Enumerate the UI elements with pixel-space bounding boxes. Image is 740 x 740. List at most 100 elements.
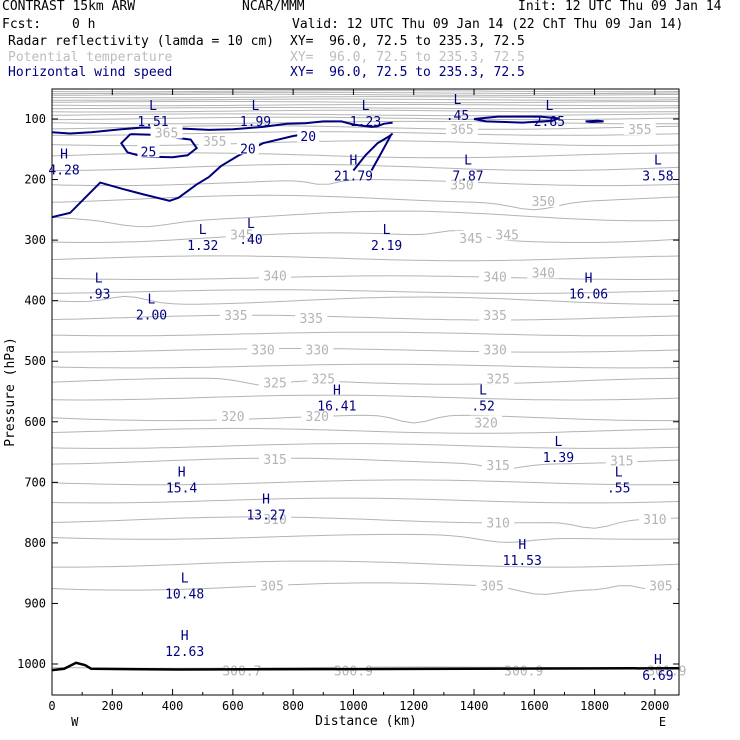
y-tick-label: 100 <box>24 112 46 126</box>
wind-extremum-marker: H <box>350 153 358 168</box>
theta-label-bg <box>259 451 292 465</box>
theta-contour <box>52 443 679 449</box>
theta-label-bg <box>650 663 683 677</box>
theta-contour <box>52 116 679 121</box>
y-tick-label: 1000 <box>17 657 46 671</box>
theta-contour-label: 325 <box>263 377 286 392</box>
terrain-line <box>52 661 679 672</box>
theta-contour <box>52 516 679 529</box>
theta-contour-label: 305 <box>260 579 283 594</box>
wind-extremum-value: 10.48 <box>165 587 204 602</box>
theta-contour <box>52 107 679 110</box>
theta-label-bg <box>295 310 328 324</box>
wind-extremum-marker: L <box>383 223 391 238</box>
theta-label-bg <box>644 578 677 592</box>
theta-contour <box>52 210 679 228</box>
theta-contour <box>52 91 679 95</box>
theta-contour <box>52 414 679 424</box>
wind-speed-contour <box>585 119 604 124</box>
wind-contour-label: 25 <box>141 145 157 160</box>
wind-extremum-value: 1.99 <box>240 115 271 130</box>
wind-extremum-marker: L <box>148 293 156 308</box>
theta-contour-label: 325 <box>312 372 335 387</box>
theta-contour <box>52 93 679 96</box>
wind-extremum-marker: L <box>555 435 563 450</box>
wind-extremum-value: .55 <box>607 481 630 496</box>
x-tick-label: 1400 <box>460 699 489 713</box>
field-wind-xy: XY= 96.0, 72.5 to 235.3, 72.5 <box>290 65 525 80</box>
field-reflectivity-xy: XY= 96.0, 72.5 to 235.3, 72.5 <box>290 34 525 49</box>
wind-extremum-value: .93 <box>87 288 110 303</box>
wind-extremum-value: 1.51 <box>137 115 168 130</box>
x-tick-label: 2000 <box>640 699 669 713</box>
theta-label-bg <box>256 578 289 592</box>
theta-contour-label: 345 <box>230 228 253 243</box>
wind-speed-contour <box>473 115 559 124</box>
wind-extremum-value: 16.06 <box>569 288 608 303</box>
x-axis-label: Distance (km) <box>315 714 417 729</box>
theta-label-bg <box>482 457 515 471</box>
theta-contour-label: 310 <box>643 513 666 528</box>
theta-contour-label: 350 <box>450 179 473 194</box>
wind-extremum-marker: L <box>362 99 370 114</box>
theta-contour-label: 310 <box>486 517 509 532</box>
wind-extremum-marker: H <box>585 272 593 287</box>
theta-label-bg <box>445 177 478 191</box>
wind-extremum-value: 1.23 <box>350 115 381 130</box>
wind-extremum-marker: H <box>333 384 341 399</box>
wind-extremum-value: 7.87 <box>452 169 483 184</box>
wind-extremum-value: 1.32 <box>187 239 218 254</box>
theta-contour <box>52 275 679 280</box>
theta-contour <box>52 348 679 353</box>
theta-contour <box>52 255 679 262</box>
theta-contour <box>52 98 679 101</box>
theta-contour <box>52 109 679 113</box>
wind-extremum-marker: L <box>247 217 255 232</box>
y-tick-label: 200 <box>24 173 46 187</box>
wind-speed-contour <box>370 134 392 171</box>
theta-contour-label: 300.9 <box>334 664 373 679</box>
theta-contour-label: 355 <box>628 123 651 138</box>
theta-contour <box>52 179 679 187</box>
theta-label-bg <box>225 227 258 241</box>
theta-label-bg <box>247 342 280 356</box>
field-reflectivity-name: Radar reflectivity (lamda = 10 cm) <box>8 34 275 49</box>
theta-label-bg <box>527 265 560 279</box>
x-tick-label: 1200 <box>399 699 428 713</box>
theta-contour-label: 340 <box>483 271 506 286</box>
theta-contour-label: 320 <box>474 417 497 432</box>
wind-label-bg <box>297 129 320 143</box>
y-tick-label: 700 <box>24 475 46 489</box>
x-tick-label: 1800 <box>580 699 609 713</box>
theta-label-bg <box>150 125 183 139</box>
theta-contour <box>52 96 679 99</box>
theta-contour <box>52 194 679 211</box>
wind-extremum-value: .52 <box>471 400 494 415</box>
theta-contour-label: 350 <box>532 195 555 210</box>
x-tick-label: 1600 <box>520 699 549 713</box>
theta-contour <box>52 479 679 486</box>
wind-extremum-marker: L <box>454 93 462 108</box>
y-tick-label: 300 <box>24 233 46 247</box>
theta-contour <box>52 497 679 504</box>
wind-extremum-marker: L <box>181 571 189 586</box>
wind-extremum-marker: H <box>654 653 662 668</box>
y-tick-label: 600 <box>24 415 46 429</box>
y-tick-label: 400 <box>24 294 46 308</box>
model-title: CONTRAST 15km ARW <box>2 0 136 14</box>
wind-extremum-marker: L <box>199 223 207 238</box>
theta-label-bg <box>479 307 512 321</box>
wind-extremum-marker: H <box>178 465 186 480</box>
organization-label: NCAR/MMM <box>242 0 305 14</box>
wind-extremum-value: 6.69 <box>642 669 673 684</box>
wind-extremum-value: 4.28 <box>48 163 79 178</box>
x-tick-label: 600 <box>222 699 244 713</box>
theta-label-bg <box>479 342 512 356</box>
theta-contour-label: 340 <box>532 266 555 281</box>
theta-contour <box>52 90 679 93</box>
x-tick-label: 0 <box>48 699 55 713</box>
terrain-surface <box>52 661 679 672</box>
theta-contour <box>52 427 679 434</box>
theta-contour-label: 365 <box>155 127 178 142</box>
